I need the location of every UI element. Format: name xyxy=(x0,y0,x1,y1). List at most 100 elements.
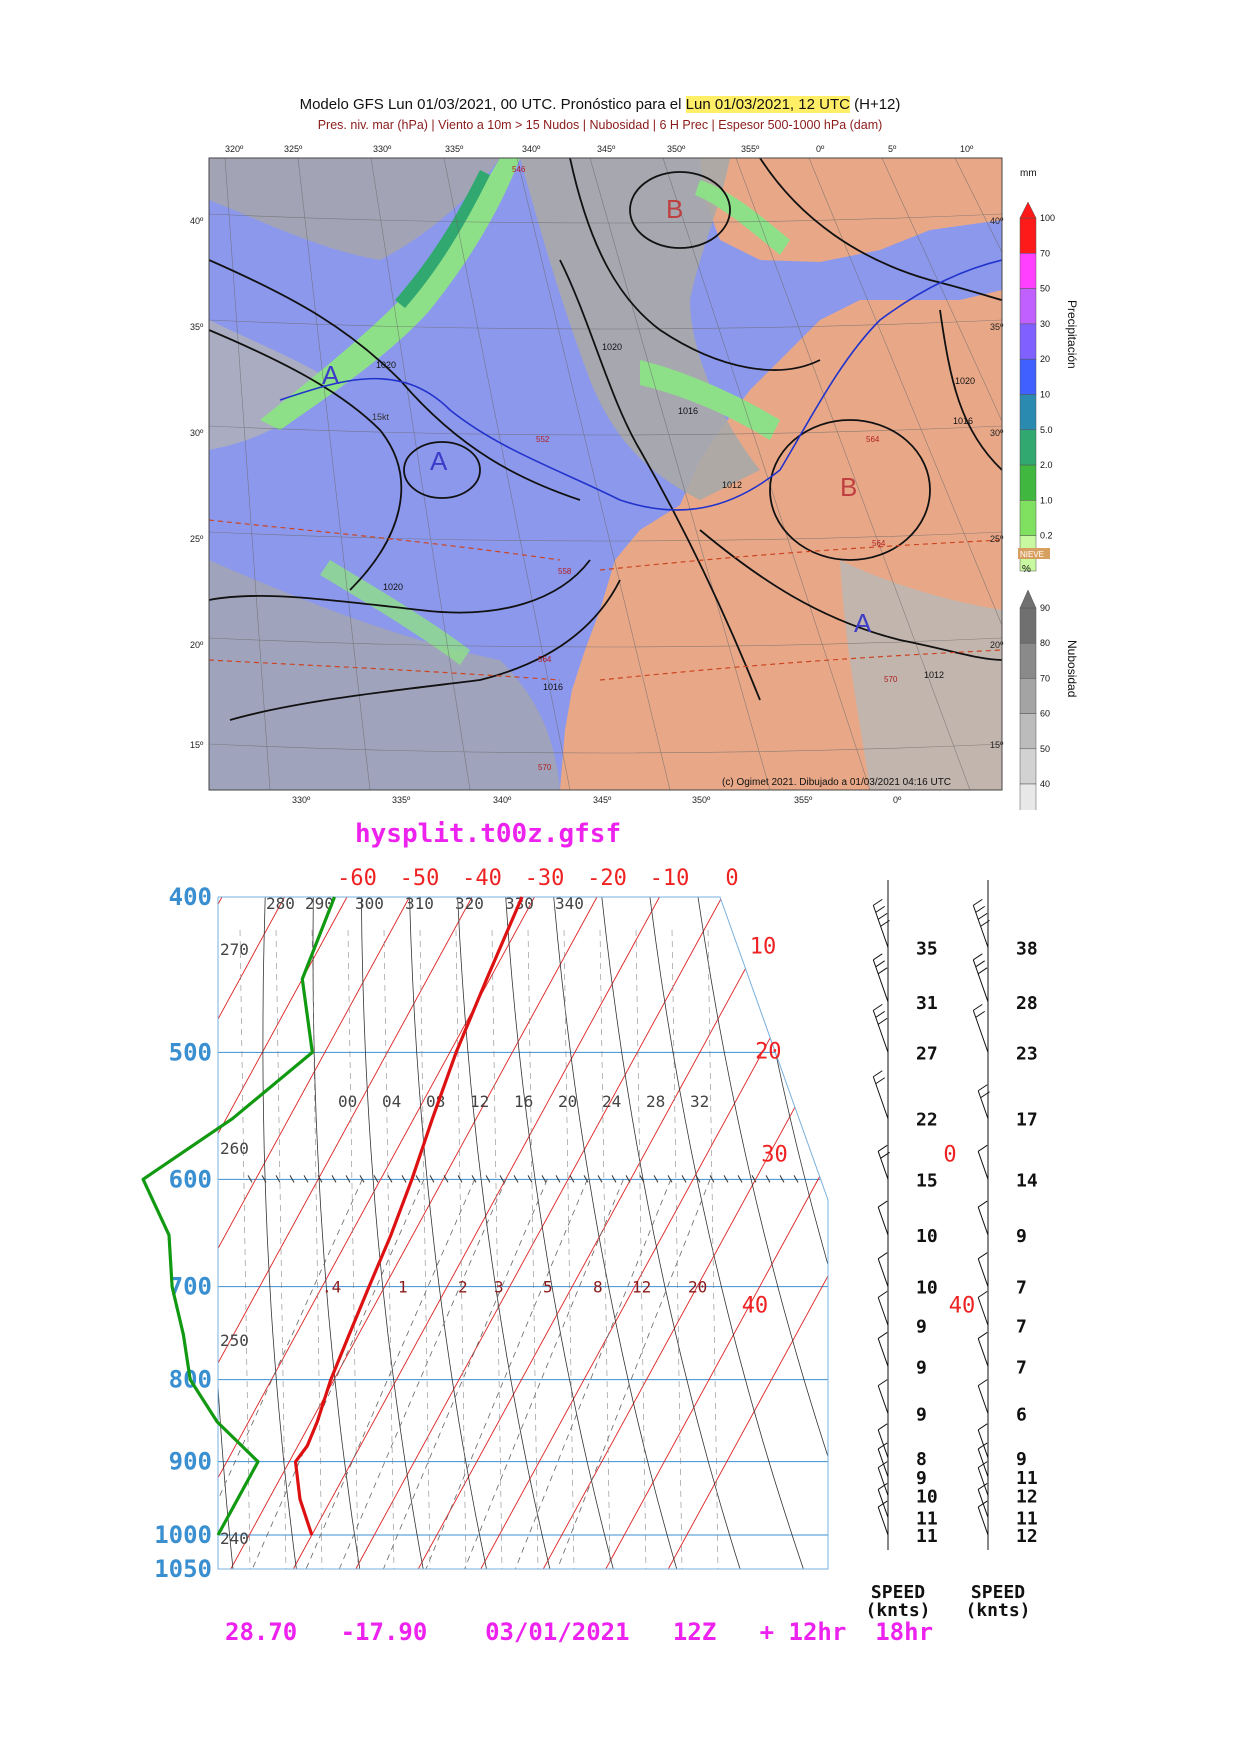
wind-barb xyxy=(977,1385,989,1414)
theta-e-label: 28 xyxy=(646,1092,665,1111)
cloud-legend-swatches xyxy=(1019,589,1037,810)
thickness-label: 564 xyxy=(872,539,886,548)
thickness-labels: 558 552 564 564 570 546 564 570 xyxy=(512,165,898,772)
isotherm-label: -30 xyxy=(525,866,565,891)
hatch-tick xyxy=(681,1175,687,1183)
cloud-band xyxy=(209,560,560,790)
hatch-tick xyxy=(443,1175,449,1183)
wind-barb-feather xyxy=(877,912,888,920)
precip-band xyxy=(695,180,790,255)
cloud-band xyxy=(209,158,500,260)
wind-barb-feather xyxy=(875,1010,885,1018)
wind-barb xyxy=(877,1206,889,1236)
thickness-label: 564 xyxy=(538,655,552,664)
theta-label: 270 xyxy=(220,940,249,959)
precip-legend-arrow xyxy=(1019,201,1037,219)
wind-speed-value: 12 xyxy=(1016,1487,1038,1508)
lon-tick: 355º xyxy=(794,795,813,805)
temperature-profile-line xyxy=(293,896,524,1536)
isotherm-label: -40 xyxy=(462,866,502,891)
map-field xyxy=(209,158,1002,790)
wind-barb xyxy=(977,1151,989,1180)
moist-guide-line xyxy=(599,929,611,1569)
isotherm-label: 20 xyxy=(755,1039,782,1064)
lat-tick: 35º xyxy=(990,322,1004,332)
dewpoint-profile-line xyxy=(141,896,336,1536)
meridian-line xyxy=(443,158,571,790)
mixing-ratio-label: 5 xyxy=(543,1278,553,1297)
dry-adiabat xyxy=(218,897,234,1569)
wind-barb xyxy=(877,1297,889,1326)
wind-speed-value: 28 xyxy=(1016,993,1038,1014)
moist-guide-line xyxy=(707,929,719,1569)
isotherm-label: 10 xyxy=(750,934,777,959)
wind-barb-feather xyxy=(877,1461,888,1469)
mixing-ratio-line xyxy=(305,1179,476,1569)
graticule xyxy=(209,158,1002,790)
wind-barb-feather xyxy=(880,1151,890,1159)
hatch-tick xyxy=(527,1175,533,1183)
moist-guide-line xyxy=(347,929,359,1569)
thickness-label: 558 xyxy=(558,567,572,576)
wind-barb xyxy=(977,1090,989,1119)
hatch-tick xyxy=(765,1175,771,1183)
hatch-tick xyxy=(569,1175,575,1183)
wind-speed-value: 27 xyxy=(916,1043,938,1064)
wind-barb-feather xyxy=(975,960,985,968)
wind-barb-feather xyxy=(973,953,983,961)
theta-e-label: 20 xyxy=(558,1092,577,1111)
wind-barb-feather xyxy=(977,1379,988,1387)
lon-tick: 320º xyxy=(225,144,244,154)
isotherm-label: -10 xyxy=(650,866,690,891)
hatch-tick xyxy=(415,1175,421,1183)
wind-barb xyxy=(877,1429,889,1458)
wind-barb-feather xyxy=(977,1200,988,1208)
wind-barb xyxy=(977,1297,989,1326)
dry-adiabat xyxy=(553,897,678,1569)
front-line xyxy=(279,259,1002,511)
moist-guide-line xyxy=(563,929,575,1569)
snow-label: NIEVE xyxy=(1020,550,1044,559)
wind-speed-value: 7 xyxy=(1016,1316,1027,1337)
theta-label: 290 xyxy=(305,894,334,913)
wind-barb-feather xyxy=(877,1482,888,1490)
mixing-ratio-line xyxy=(338,1179,507,1569)
theta-e-label: 16 xyxy=(514,1092,533,1111)
hatch-tick xyxy=(737,1175,743,1183)
precip-legend-value: 0.2 xyxy=(1040,531,1053,541)
map-lat-left: 40º 35º 30º 25º 20º 15º xyxy=(190,216,204,750)
moist-guide-line xyxy=(311,929,323,1569)
isotherm-labels: -60 -50 -40 -30 -20 -10 0 10 20 30 40 xyxy=(337,866,788,1318)
isotherm-line xyxy=(605,897,828,1569)
thickness-label: 564 xyxy=(866,435,880,444)
precip-legend: mm 100 70 50 30 20 10 5.0 2.0 1.0 0.2 Precipitaci… xyxy=(1018,168,1079,572)
isotherm-label: -60 xyxy=(337,866,377,891)
wind-barb-feather xyxy=(877,1200,888,1208)
hatch-tick xyxy=(625,1175,631,1183)
hatch-tick xyxy=(541,1175,547,1183)
mixing-ratio-line xyxy=(251,1179,425,1569)
wind-barb xyxy=(877,1506,889,1536)
cloud-swatch xyxy=(1019,783,1037,810)
isotherm-lines xyxy=(218,897,828,1569)
wind-barb-feather xyxy=(973,898,983,906)
parallel-line xyxy=(209,425,1002,436)
wind-barb-feather xyxy=(977,1442,988,1450)
hatch-tick xyxy=(723,1175,729,1183)
isotherm-line xyxy=(218,897,473,1569)
meridian-line xyxy=(881,158,1002,423)
cloud-legend-value: 80 xyxy=(1040,638,1050,648)
wind-barb xyxy=(877,1151,889,1180)
hatch-tick xyxy=(331,1175,337,1183)
hatch-tick xyxy=(695,1175,701,1183)
wind-speed-value: 11 xyxy=(1016,1508,1038,1529)
wind-barb-feather xyxy=(977,1084,988,1092)
meridian-line xyxy=(589,158,771,790)
skewt-background xyxy=(218,897,828,1569)
precip-band xyxy=(320,560,470,665)
wind-barb xyxy=(977,1206,989,1236)
lon-tick: 350º xyxy=(692,795,711,805)
moist-guide-line xyxy=(419,929,431,1569)
wind-speed-value: 10 xyxy=(916,1226,938,1247)
